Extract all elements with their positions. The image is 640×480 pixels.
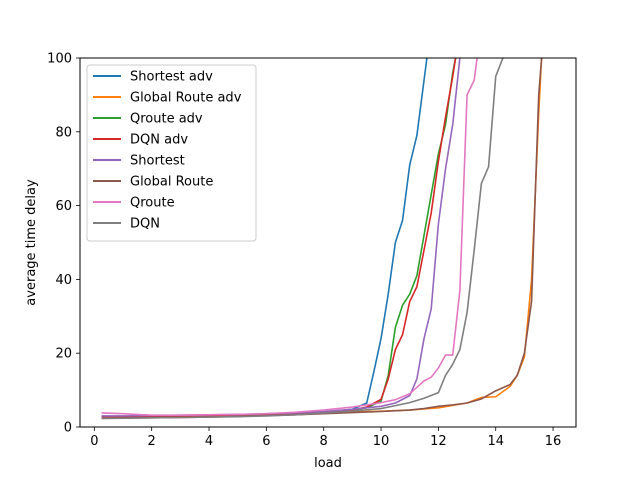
legend-label: Shortest adv — [130, 70, 213, 85]
legend: Shortest adv Global Route adv Qroute adv DQ… — [86, 64, 257, 242]
legend-label: Global Route adv — [130, 91, 242, 106]
x-tick-label: 4 — [205, 434, 213, 449]
series-line-qroute — [101, 58, 478, 416]
x-tick-label: 8 — [320, 434, 328, 449]
legend-label: DQN — [130, 217, 160, 232]
x-axis-ticks: 0 2 4 6 8 10 12 14 16 — [90, 427, 561, 449]
y-tick-label: 60 — [55, 199, 72, 214]
y-axis-ticks: 0 20 40 60 80 100 — [47, 52, 80, 436]
legend-label: Qroute — [130, 196, 175, 211]
legend-label: Qroute adv — [130, 112, 203, 127]
x-tick-label: 16 — [545, 434, 562, 449]
series-line-dqn-adv — [101, 58, 457, 419]
series-layer — [101, 58, 543, 420]
x-tick-label: 0 — [90, 434, 98, 449]
plot-frame — [79, 57, 577, 428]
legend-label: DQN adv — [130, 133, 188, 148]
x-tick-label: 14 — [487, 434, 504, 449]
y-tick-label: 100 — [47, 52, 72, 67]
legend-label: Global Route — [130, 175, 213, 190]
x-tick-label: 2 — [148, 434, 156, 449]
x-axis-label: load — [314, 456, 342, 471]
x-tick-label: 6 — [262, 434, 270, 449]
y-tick-label: 0 — [64, 421, 72, 436]
legend-box — [86, 64, 257, 242]
y-tick-label: 80 — [55, 125, 72, 140]
series-line-dqn — [101, 58, 504, 419]
x-tick-label: 10 — [373, 434, 390, 449]
legend-label: Shortest — [130, 154, 185, 169]
y-tick-label: 40 — [55, 273, 72, 288]
y-axis-label: average time delay — [24, 179, 39, 306]
y-tick-label: 20 — [55, 347, 72, 362]
x-tick-label: 12 — [430, 434, 447, 449]
